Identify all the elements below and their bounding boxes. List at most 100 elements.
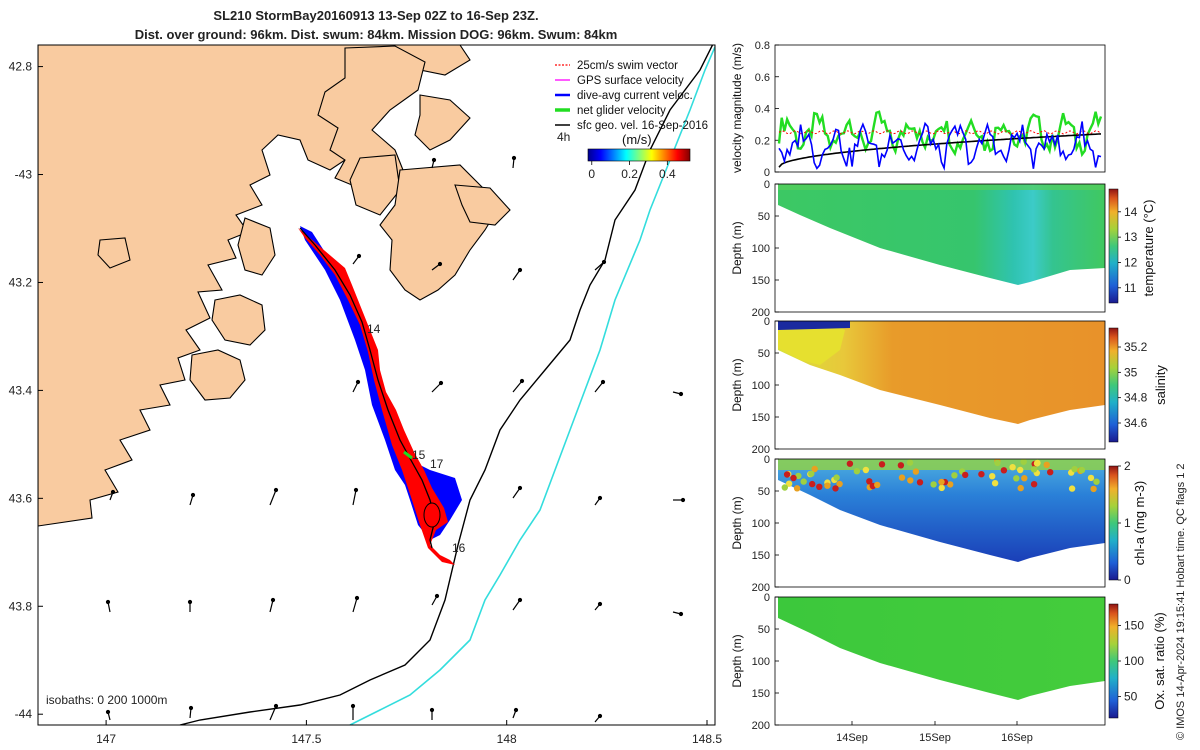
- depth-tick-label: 0: [764, 454, 770, 466]
- chl-hotspot: [1020, 459, 1027, 465]
- chl-hotspot: [991, 480, 999, 487]
- map-panel: 147 147.5 148 148.5 42.8 -43 43.2 43.4 43.6 43.8…: [9, 44, 722, 746]
- chl-hotspot: [785, 480, 793, 487]
- day-label-14: 14: [367, 322, 381, 336]
- day-label-16: 16: [452, 541, 466, 555]
- depth-tick-label: 50: [758, 211, 770, 223]
- velocity-series: [777, 110, 1103, 171]
- temperature-panel: 0 50 100 150 200 Depth (m) 14 13 12 11 temperat…: [730, 179, 1156, 319]
- chlorophyll-surface-bloom: [778, 459, 1105, 470]
- time-tick-label: 14Sep: [836, 732, 868, 744]
- depth-tick-label: 100: [752, 380, 770, 392]
- chl-hotspot: [1009, 464, 1016, 471]
- chl-hotspot: [1013, 475, 1020, 482]
- chl-hotspot: [832, 485, 839, 492]
- chl-hotspot: [951, 472, 958, 479]
- map-x-tick-label: 147.5: [291, 732, 321, 746]
- oxygen-section-fill: [778, 597, 1105, 700]
- chl-hotspot: [816, 483, 823, 490]
- oxygen-y-ticks: 0 50 100 150 200: [752, 592, 779, 732]
- imos-credit: © IMOS 14-Apr-2024 19:15:41 Hobart time.…: [1175, 463, 1187, 740]
- chl-hotspot: [862, 466, 870, 474]
- salinity-colorbar: [1108, 327, 1119, 443]
- colorbar-tick-label: 100: [1124, 654, 1144, 668]
- map-x-tick-label: 148: [497, 732, 517, 746]
- velocity-y-ticks: 0 0.2 0.4 0.6 0.8: [755, 40, 779, 179]
- chl-hotspot: [793, 485, 801, 492]
- temperature-colorbar-label: temperature (°C): [1141, 200, 1156, 297]
- chl-hotspot: [866, 478, 873, 485]
- chl-hotspot: [1033, 460, 1041, 467]
- isobaths-label: isobaths: 0 200 1000m: [46, 693, 167, 707]
- chl-hotspot: [808, 470, 815, 477]
- chl-hotspot: [1071, 466, 1078, 473]
- legend-net-velocity: net glider velocity: [577, 105, 666, 117]
- legend-sfc-geo-velocity: sfc geo. vel. 16-Sep-2016: [577, 120, 708, 132]
- temperature-y-ticks: 0 50 100 150 200: [752, 179, 779, 319]
- map-y-tick-label: -43: [15, 168, 33, 182]
- colorbar-tick-label: 1: [1124, 516, 1131, 530]
- map-colorbar-ticks: 0 0.2 0.4: [588, 161, 676, 181]
- chl-hotspot: [836, 480, 843, 488]
- chl-hotspot: [811, 465, 818, 473]
- chl-hotspot: [1047, 469, 1054, 476]
- temperature-section-fill: [778, 184, 1105, 285]
- map-y-tick-label: 43.4: [9, 383, 33, 397]
- land: [38, 45, 511, 527]
- velocity-y-tick-label: 0.4: [755, 104, 770, 116]
- chl-hotspot: [1017, 466, 1024, 474]
- depth-tick-label: 150: [752, 412, 770, 424]
- depth-tick-label: 150: [752, 275, 770, 287]
- day-label-17: 17: [430, 457, 444, 471]
- map-y-ticks: 42.8 -43 43.2 43.4 43.6 43.8 -44: [9, 60, 43, 721]
- colorbar-tick-label: 0: [1124, 573, 1131, 587]
- colorbar-tick-label: 35: [1124, 365, 1138, 379]
- depth-tick-label: 0: [764, 316, 770, 328]
- map-legend: 25cm/s swim vector GPS surface velocity …: [555, 60, 708, 147]
- oxygen-colorbar: [1108, 603, 1119, 719]
- chl-hotspot: [781, 484, 788, 491]
- depth-tick-label: 200: [752, 720, 770, 732]
- chl-hotspot: [824, 482, 831, 489]
- chl-hotspot: [1087, 474, 1095, 482]
- colorbar-tick-label: 12: [1124, 255, 1138, 269]
- dive-avg-current-swath: [300, 226, 462, 540]
- chlorophyll-colorbar-label: chl-a (mg m-3): [1132, 481, 1147, 566]
- chl-hotspot: [912, 468, 920, 475]
- swim-vector-swath: [298, 228, 455, 565]
- chl-hotspot: [938, 478, 945, 486]
- map-y-tick-label: -44: [15, 707, 33, 721]
- depth-tick-label: 50: [758, 486, 770, 498]
- day-label-15: 15: [412, 448, 426, 462]
- velocity-series-red: [778, 130, 1102, 135]
- oxygen-depth-label: Depth (m): [730, 634, 744, 687]
- chl-hotspot: [874, 481, 881, 489]
- chl-hotspot: [989, 473, 996, 480]
- salinity-colorbar-label: salinity: [1153, 365, 1168, 405]
- chl-hotspot: [1021, 475, 1028, 482]
- depth-tick-label: 100: [752, 243, 770, 255]
- time-tick-label: 16Sep: [1001, 732, 1033, 744]
- sfc-geo-velocity-arrows: [105, 155, 686, 723]
- velocity-panel: 0 0.2 0.4 0.6 0.8 velocity magnitude (m/s): [730, 40, 1106, 179]
- temperature-depth-label: Depth (m): [730, 221, 744, 274]
- salinity-depth-label: Depth (m): [730, 358, 744, 411]
- velocity-y-tick-label: 0.2: [755, 135, 770, 147]
- chl-hotspot: [916, 479, 924, 486]
- colorbar-tick-label: 11: [1124, 281, 1137, 295]
- map-colorbar: [587, 148, 691, 162]
- title-line-1: SL210 StormBay20160913 13-Sep 02Z to 16-…: [213, 8, 538, 23]
- colorbar-tick-label: 13: [1124, 230, 1138, 244]
- depth-tick-label: 200: [752, 444, 770, 456]
- colorbar-tick-label: 14: [1124, 205, 1138, 219]
- chl-hotspot: [907, 477, 914, 484]
- chl-hotspot: [938, 484, 945, 492]
- colorbar-tick-label: 2: [1124, 459, 1131, 473]
- chlorophyll-hotspots: [781, 459, 1100, 493]
- salinity-y-ticks: 0 50 100 150 200: [752, 316, 779, 456]
- chl-hotspot: [994, 459, 1001, 467]
- map-y-tick-label: 43.6: [9, 491, 33, 505]
- map-colorbar-tick-label: 0.4: [659, 167, 676, 181]
- legend-swim-vector: 25cm/s swim vector: [577, 60, 678, 72]
